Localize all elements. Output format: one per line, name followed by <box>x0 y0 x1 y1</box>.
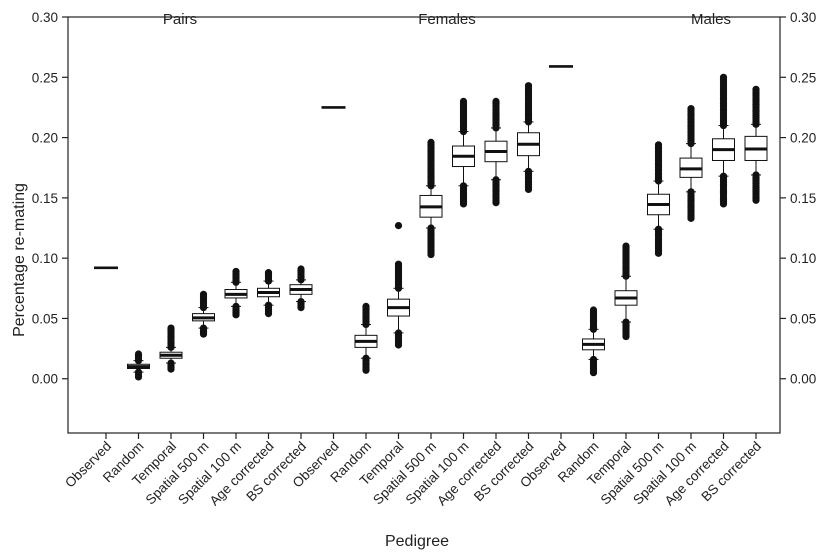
group-labels: Pairs Females Males <box>163 11 731 28</box>
outlier-point <box>524 185 533 194</box>
y-tick-label-left: 0.05 <box>32 311 58 326</box>
y-tick-label-left: 0.20 <box>32 131 58 146</box>
outlier-point <box>492 199 500 207</box>
plot-marks <box>94 65 768 381</box>
outlier-point <box>232 311 240 319</box>
outlier-point <box>394 341 403 349</box>
y-tick-label-left: 0.25 <box>32 70 58 85</box>
outlier-point <box>394 222 403 230</box>
outlier-point <box>622 332 630 341</box>
outlier-point <box>654 249 663 257</box>
plot-frame <box>67 16 781 434</box>
outlier-point <box>134 373 143 381</box>
y-axis-title: Percentage re-mating <box>11 183 28 337</box>
group-label-females: Females <box>418 11 476 28</box>
outlier-point <box>752 196 760 204</box>
x-axis-title: Pedigree <box>385 533 449 550</box>
outlier-point <box>167 365 175 373</box>
y-tick-label-right: 0.25 <box>790 70 816 85</box>
outlier-point <box>427 250 435 259</box>
outlier-point <box>199 330 208 338</box>
outlier-point <box>264 310 273 318</box>
y-tick-label-right: 0.20 <box>790 131 816 146</box>
outlier-point <box>719 200 728 208</box>
y-tick-label-left: 0.15 <box>32 191 58 206</box>
x-tick-label: Observed <box>62 439 114 491</box>
y-tick-label-left: 0.30 <box>32 10 58 25</box>
group-label-pairs: Pairs <box>163 11 197 28</box>
y-tick-label-left: 0.10 <box>32 251 58 266</box>
y-tick-label-right: 0.05 <box>790 311 816 326</box>
outlier-point <box>297 303 305 312</box>
y-tick-label-right: 0.30 <box>790 10 816 25</box>
outlier-point <box>687 214 695 222</box>
y-tick-label-right: 0.00 <box>790 372 816 387</box>
y-axis-left: 0.00 0.05 0.10 0.15 0.20 0.25 0.30 <box>32 10 68 387</box>
group-label-males: Males <box>691 11 731 28</box>
y-tick-label-right: 0.15 <box>790 191 816 206</box>
outlier-point <box>589 369 598 377</box>
y-axis-right: 0.00 0.05 0.10 0.15 0.20 0.25 0.30 <box>780 10 816 387</box>
plot-border <box>67 16 781 434</box>
outlier-point <box>362 366 370 374</box>
y-tick-label-left: 0.00 <box>32 372 58 387</box>
y-tick-label-right: 0.10 <box>790 251 816 266</box>
outlier-point <box>459 200 468 208</box>
